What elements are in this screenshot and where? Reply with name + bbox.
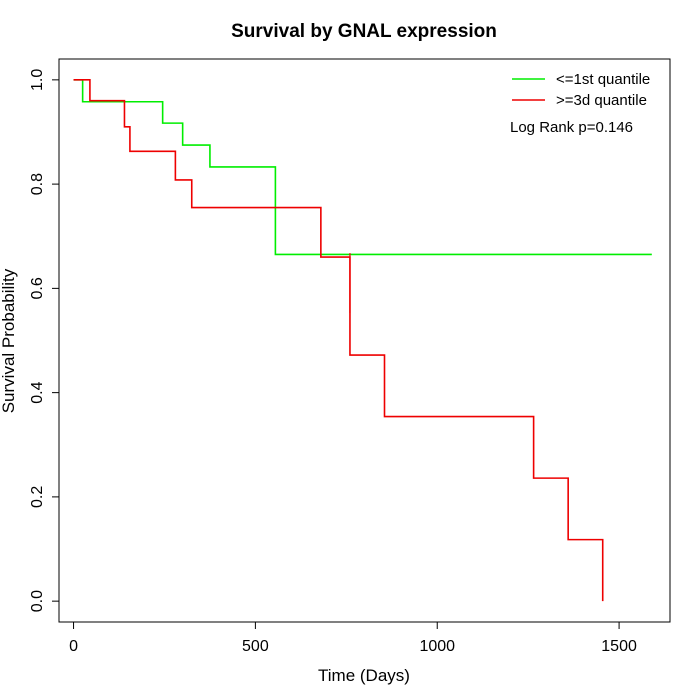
x-axis: 0 500 1000 1500 <box>69 621 637 655</box>
legend-label: <=1st quantile <box>556 71 650 88</box>
survival-curve-1 <box>73 79 652 256</box>
y-tick-label: 0.4 <box>29 381 46 403</box>
chart-title: Survival by GNAL expression <box>231 21 497 42</box>
y-tick-label: 0.6 <box>29 277 46 299</box>
x-axis-label: Time (Days) <box>318 666 410 685</box>
survival-curve-2 <box>73 79 604 602</box>
y-tick-label: 0.2 <box>29 486 46 508</box>
legend-label: >=3d quantile <box>556 92 647 109</box>
x-tick-label: 500 <box>242 638 269 655</box>
log-rank-annotation: Log Rank p=0.146 <box>510 119 633 136</box>
x-tick-label: 1000 <box>419 638 455 655</box>
y-axis: 0.0 0.2 0.4 0.6 0.8 1.0 <box>29 69 60 612</box>
x-tick-label: 0 <box>69 638 78 655</box>
plot-frame <box>58 58 671 623</box>
legend: <=1st quantile >=3d quantile <box>512 71 650 109</box>
x-tick-label: 1500 <box>601 638 637 655</box>
y-tick-label: 1.0 <box>29 69 46 91</box>
y-tick-label: 0.8 <box>29 173 46 195</box>
y-axis-label: Survival Probability <box>0 268 18 413</box>
y-tick-label: 0.0 <box>29 590 46 612</box>
series-layer <box>73 79 652 602</box>
